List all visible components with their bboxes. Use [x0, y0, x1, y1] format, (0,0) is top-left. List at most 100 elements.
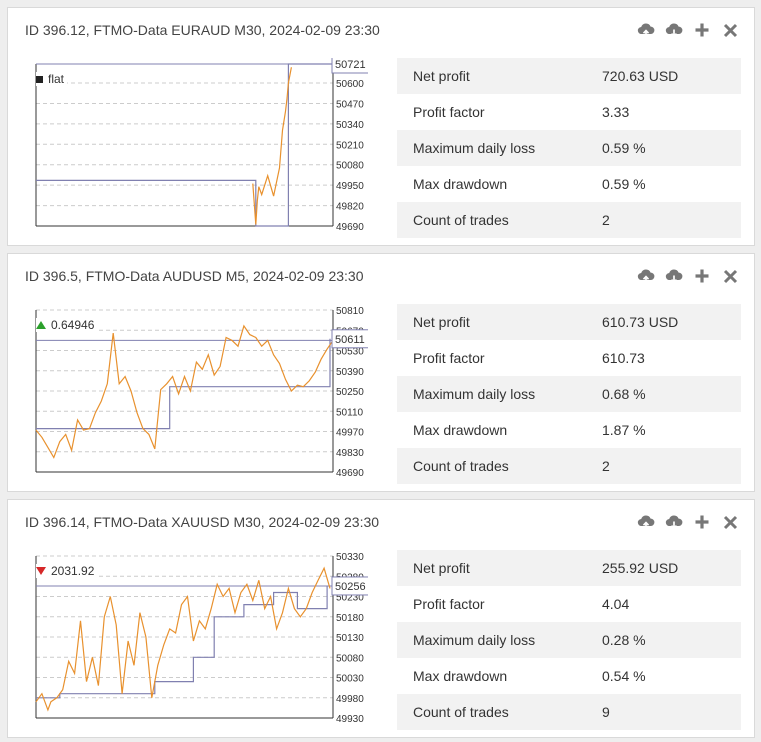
card-title: ID 396.12, FTMO-Data EURAUD M30, 2024-02… — [25, 22, 380, 38]
current-value-label: 50611 — [335, 334, 365, 346]
y-tick-label: 50600 — [336, 79, 364, 90]
y-tick-label: 50330 — [336, 552, 364, 563]
y-tick-label: 50180 — [336, 613, 364, 624]
card-actions — [636, 266, 740, 286]
plus-icon[interactable] — [692, 266, 712, 286]
chart-canvas: 5033050280502305018050130500805003049980… — [35, 552, 368, 725]
stat-value: 0.54 % — [602, 668, 646, 684]
y-tick-label: 50210 — [336, 140, 364, 151]
card-actions — [636, 20, 740, 40]
stat-row: Maximum daily loss 0.28 % — [397, 622, 741, 658]
y-tick-label: 49830 — [336, 448, 364, 459]
y-tick-label: 50530 — [336, 347, 364, 358]
y-tick-label: 50390 — [336, 367, 364, 378]
card-title: ID 396.14, FTMO-Data XAUUSD M30, 2024-02… — [25, 514, 380, 530]
y-tick-label: 50030 — [336, 674, 364, 685]
stat-row: Profit factor 610.73 — [397, 340, 741, 376]
stat-value: 0.28 % — [602, 632, 646, 648]
y-tick-label: 49950 — [336, 181, 364, 192]
cloud-upload-icon[interactable] — [636, 266, 656, 286]
cloud-download-icon[interactable] — [664, 266, 684, 286]
price-line — [35, 324, 334, 459]
stat-row: Max drawdown 0.59 % — [397, 166, 741, 202]
stat-row: Count of trades 9 — [397, 694, 741, 730]
stat-value: 2 — [602, 458, 610, 474]
card-actions — [636, 512, 740, 532]
stat-label: Profit factor — [413, 596, 485, 612]
stat-value: 610.73 USD — [602, 314, 679, 330]
y-tick-label: 50110 — [336, 407, 364, 418]
stat-label: Max drawdown — [413, 176, 508, 192]
legend-symbol — [36, 75, 43, 83]
price-line — [252, 67, 292, 225]
stat-label: Profit factor — [413, 104, 485, 120]
stat-value: 0.59 % — [602, 140, 646, 156]
stat-value: 1.87 % — [602, 422, 646, 438]
legend-text: 2031.92 — [51, 564, 95, 578]
strategy-card: ID 396.12, FTMO-Data EURAUD M30, 2024-02… — [7, 7, 755, 246]
stat-label: Maximum daily loss — [413, 140, 536, 156]
y-tick-label: 50340 — [336, 120, 364, 131]
stat-row: Profit factor 3.33 — [397, 94, 741, 130]
chart-canvas: 50600 50470 50340 50210 50080 49950 49820 49690… — [35, 58, 368, 233]
stat-row: Net profit 610.73 USD — [397, 304, 741, 340]
balance-line — [36, 586, 328, 699]
stat-value: 0.68 % — [602, 386, 646, 402]
stat-row: Maximum daily loss 0.68 % — [397, 376, 741, 412]
strategy-card: ID 396.5, FTMO-Data AUDUSD M5, 2024-02-0… — [7, 253, 755, 492]
cloud-upload-icon[interactable] — [636, 20, 656, 40]
chart-canvas: 5081050670505305039050250501104997049830… — [35, 306, 368, 479]
cloud-download-icon[interactable] — [664, 512, 684, 532]
current-value-label: 50256 — [335, 581, 366, 593]
y-tick-label: 49980 — [336, 694, 364, 705]
stat-value: 2 — [602, 212, 610, 228]
close-icon[interactable] — [720, 512, 740, 532]
plus-icon[interactable] — [692, 20, 712, 40]
y-tick-label: 50810 — [336, 306, 364, 317]
stat-row: Net profit 255.92 USD — [397, 550, 741, 586]
stat-label: Max drawdown — [413, 668, 508, 684]
y-tick-label: 50470 — [336, 99, 364, 110]
y-tick-label: 49690 — [336, 468, 364, 479]
card-title: ID 396.5, FTMO-Data AUDUSD M5, 2024-02-0… — [25, 268, 364, 284]
balance-line — [36, 338, 331, 430]
cloud-download-icon[interactable] — [664, 20, 684, 40]
stats-table: Net profit 720.63 USD Profit factor 3.33 M… — [397, 58, 741, 238]
chart-legend: 0.64946 — [36, 318, 98, 332]
y-tick-label: 50080 — [336, 653, 364, 664]
equity-chart: 5081050670505305039050250501104997049830… — [28, 304, 368, 479]
stat-label: Maximum daily loss — [413, 632, 536, 648]
stats-table: Net profit 255.92 USD Profit factor 4.04 M… — [397, 550, 741, 730]
stat-label: Count of trades — [413, 212, 509, 228]
legend-symbol — [36, 567, 46, 575]
cloud-upload-icon[interactable] — [636, 512, 656, 532]
close-icon[interactable] — [720, 20, 740, 40]
stat-label: Net profit — [413, 560, 470, 576]
current-value-label: 50721 — [335, 59, 366, 71]
y-tick-label: 50130 — [336, 633, 364, 644]
stat-row: Profit factor 4.04 — [397, 586, 741, 622]
stat-row: Max drawdown 1.87 % — [397, 412, 741, 448]
equity-chart: 50600 50470 50340 50210 50080 49950 49820 49690… — [28, 58, 368, 233]
y-tick-label: 50080 — [336, 161, 364, 172]
stat-row: Count of trades 2 — [397, 202, 741, 238]
stat-value: 3.33 — [602, 104, 630, 120]
current-value-box — [331, 329, 368, 349]
legend-text: 0.64946 — [51, 318, 95, 332]
stat-label: Max drawdown — [413, 422, 508, 438]
close-icon[interactable] — [720, 266, 740, 286]
plus-icon[interactable] — [692, 512, 712, 532]
y-tick-label: 49820 — [336, 202, 364, 213]
stat-row: Net profit 720.63 USD — [397, 58, 741, 94]
legend-symbol — [36, 321, 46, 329]
equity-chart: 5033050280502305018050130500805003049980… — [28, 550, 368, 725]
chart-legend: flat — [36, 72, 68, 86]
stat-value: 0.59 % — [602, 176, 646, 192]
y-tick-label: 50230 — [336, 593, 364, 604]
stat-value: 9 — [602, 704, 610, 720]
y-tick-label: 50250 — [336, 387, 364, 398]
y-tick-label: 49970 — [336, 428, 364, 439]
stat-label: Net profit — [413, 68, 470, 84]
stat-label: Count of trades — [413, 704, 509, 720]
stat-label: Net profit — [413, 314, 470, 330]
